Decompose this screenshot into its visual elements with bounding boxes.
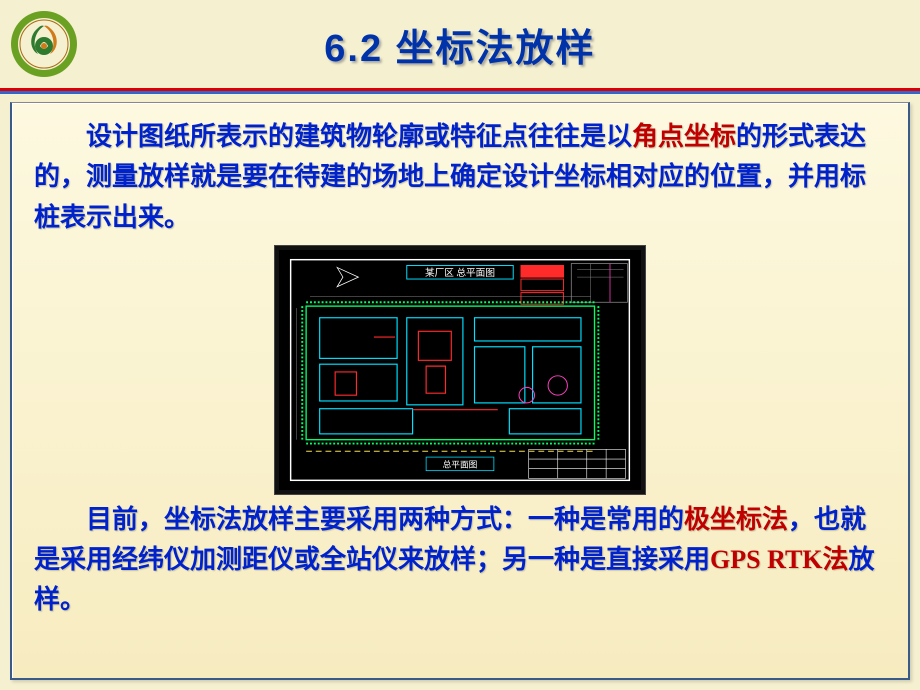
content-panel: 设计图纸所表示的建筑物轮廓或特征点往往是以角点坐标的形式表达的，测量放样就是要在… [10, 102, 910, 680]
cad-title-top: 某厂区 总平面图 [425, 267, 495, 279]
p2-highlight-2: GPS RTK法 [710, 545, 849, 574]
cad-site-plan: 某厂区 总平面图 [275, 246, 645, 494]
cad-title-bottom: 总平面图 [443, 459, 478, 470]
p2-highlight-1: 极坐标法 [684, 505, 788, 534]
p1-text-1: 设计图纸所表示的建筑物轮廓或特征点往往是以 [86, 122, 632, 151]
figure-wrap: 某厂区 总平面图 [34, 246, 886, 494]
university-logo [10, 10, 78, 78]
page-title: 6.2 坐标法放样 [324, 17, 595, 72]
paragraph-1: 设计图纸所表示的建筑物轮廓或特征点往往是以角点坐标的形式表达的，测量放样就是要在… [34, 117, 886, 238]
p1-highlight-1: 角点坐标 [632, 122, 736, 151]
slide: 6.2 坐标法放样 设计图纸所表示的建筑物轮廓或特征点往往是以角点坐标的形式表达… [0, 0, 920, 690]
header: 6.2 坐标法放样 [0, 0, 920, 88]
paragraph-2: 目前，坐标法放样主要采用两种方式：一种是常用的极坐标法，也就是采用经纬仪加测距仪… [34, 500, 886, 621]
p2-text-1: 目前，坐标法放样主要采用两种方式：一种是常用的 [86, 505, 684, 534]
header-divider [0, 88, 920, 94]
